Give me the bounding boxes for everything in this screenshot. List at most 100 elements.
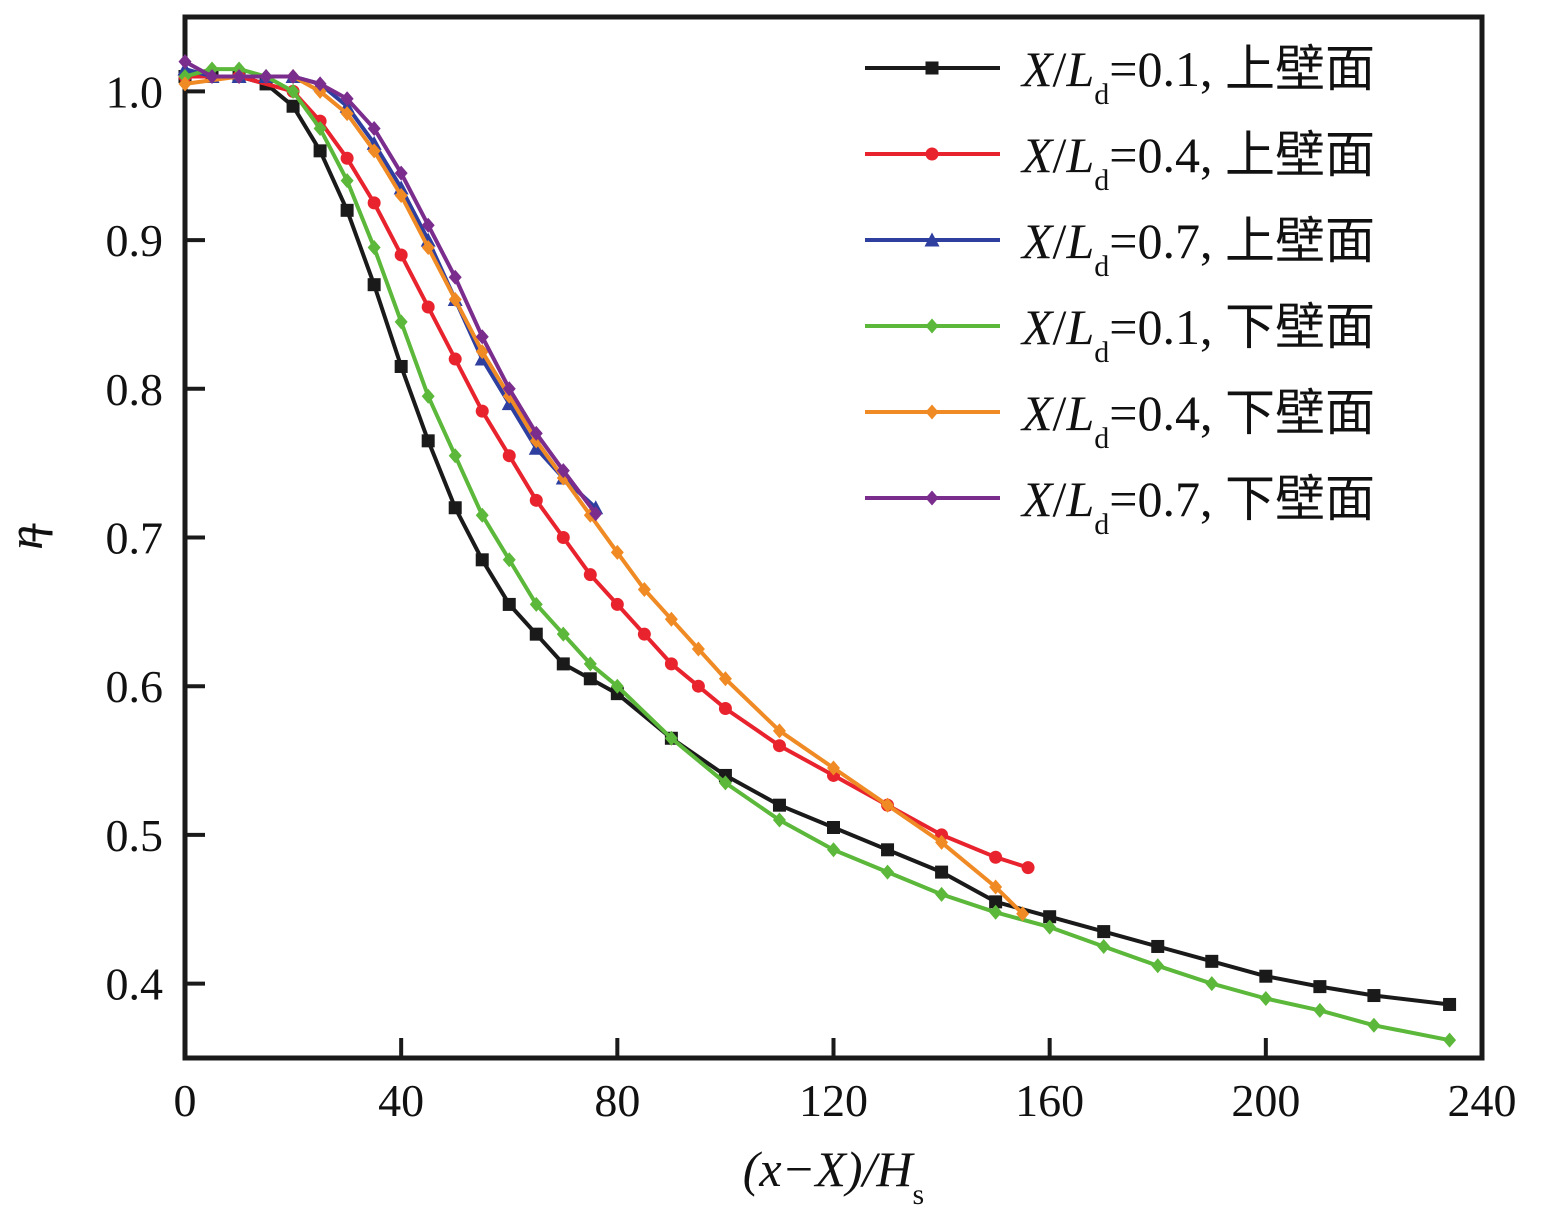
data-point [448,292,462,308]
legend-label-part: d [1094,422,1109,455]
data-point [772,739,786,753]
data-point [1043,919,1057,935]
data-point [935,834,949,850]
data-point [286,68,300,84]
data-point [1016,906,1030,922]
series-6 [178,54,603,522]
data-point [448,448,462,464]
data-point [448,352,462,366]
legend-label-part: d [1094,336,1109,369]
data-point [502,597,516,611]
data-point [502,381,516,397]
series-line [184,74,1025,916]
x-axis-title-main: (x−X)/H [743,1141,916,1197]
series-line [185,74,1029,870]
legend-label-part: =0.4, 下壁面 [1109,385,1375,441]
data-point [286,99,300,113]
y-axis-title: η [0,525,53,550]
data-point [475,329,489,345]
data-point [610,544,624,560]
y-tick-label: 0.6 [106,661,164,712]
legend-entry-1: X/Ld=0.1, 上壁面 [865,41,1375,111]
series-line [184,67,1450,1043]
series-layer [177,54,1457,1048]
data-point [475,507,489,523]
x-tick-labels: 0 40 80 120 160 200 240 [174,1075,1517,1126]
legend-label-part: / [1053,385,1067,441]
legend-entry-4: X/Ld=0.1, 下壁面 [865,299,1375,369]
data-point [205,68,219,84]
legend-label-part: d [1094,78,1109,111]
data-point [1151,939,1165,953]
legend-label: X/Ld=0.7, 下壁面 [1020,471,1375,541]
data-point [448,269,462,285]
legend-label-part: d [1094,250,1109,283]
data-point [1097,938,1111,954]
data-point [718,671,732,687]
data-point [556,657,570,671]
legend-label: X/Ld=0.4, 上壁面 [1020,127,1375,197]
legend-label-part: L [1065,127,1094,183]
legend-label-part: / [1053,41,1067,97]
data-point [1021,861,1035,875]
data-point [637,582,651,598]
legend-entry-2: X/Ld=0.4, 上壁面 [865,127,1375,197]
data-point [259,68,273,84]
x-axis-title-subscript: s [913,1178,925,1211]
y-tick-label: 1.0 [106,66,164,117]
data-point [989,879,1003,895]
data-point [664,730,678,746]
data-point [367,143,381,159]
x-tick-label: 120 [799,1075,868,1126]
data-point [989,850,1003,864]
data-point [502,449,516,463]
data-point [691,641,705,657]
legend-label-part: L [1065,385,1094,441]
data-point [881,797,895,813]
data-point [178,54,192,70]
data-point [772,723,786,739]
data-point [340,173,354,189]
x-tick-label: 40 [378,1075,424,1126]
data-point [1313,1002,1327,1018]
data-point [583,656,597,672]
data-point [313,76,327,92]
data-point [935,865,949,879]
data-point [925,404,939,420]
data-point [925,61,939,75]
data-point [925,490,939,506]
data-point [610,678,624,694]
data-point [178,76,192,92]
data-point [421,217,435,233]
legend-entry-6: X/Ld=0.7, 下壁面 [865,471,1375,541]
data-point [556,463,570,479]
data-point [827,842,840,858]
data-point [232,68,246,84]
series-line [184,59,598,515]
data-point [502,552,516,568]
data-point [1259,991,1273,1007]
data-point [1043,910,1057,924]
legend-label-part: X [1020,385,1055,441]
data-point [1205,976,1219,992]
data-point [475,553,489,567]
data-point [286,83,300,99]
x-axis-title: (x−X)/Hs [743,1141,924,1211]
legend-label-part: / [1053,299,1067,355]
legend-label-part: / [1053,127,1067,183]
x-tick-label: 240 [1448,1075,1517,1126]
data-point [718,702,732,716]
data-point [394,165,408,181]
data-point [529,627,543,641]
data-point [664,611,678,627]
data-point [529,493,543,507]
data-point [925,147,939,161]
data-point [421,300,435,314]
data-point [1097,925,1111,939]
series-2 [178,69,1035,875]
data-point [691,679,705,693]
data-point [394,248,408,262]
legend-label-part: L [1065,299,1094,355]
